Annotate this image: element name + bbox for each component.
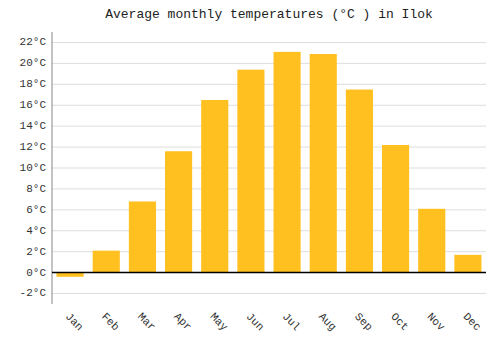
x-tick-label: Jun bbox=[244, 311, 266, 333]
y-tick-label: 18°C bbox=[20, 78, 47, 90]
y-tick-label: 10°C bbox=[20, 162, 47, 174]
title: Average monthly temperatures (°C ) in Il… bbox=[105, 7, 433, 22]
bar bbox=[165, 151, 192, 272]
grid-line bbox=[52, 168, 486, 169]
x-tick-label: Sep bbox=[352, 311, 374, 333]
bar bbox=[93, 251, 120, 273]
x-tick-label: Nov bbox=[425, 311, 448, 334]
bar bbox=[418, 209, 445, 273]
y-tick-label: 0°C bbox=[26, 267, 46, 279]
y-axis: -2°C 0°C 2°C 4°C 6°C 8°C 10°C 12°C 14°C 16°C 18°C 2… bbox=[20, 32, 52, 304]
chart: -2°C 0°C 2°C 4°C 6°C 8°C 10°C 12°C 14°C 16°C 18°C 2… bbox=[0, 0, 500, 350]
y-tick-label: 14°C bbox=[20, 120, 47, 132]
bar bbox=[346, 90, 373, 273]
bar bbox=[274, 52, 301, 273]
grid-line bbox=[52, 126, 486, 127]
y-tick-label: 20°C bbox=[20, 57, 47, 69]
grid-line bbox=[52, 188, 486, 189]
bar bbox=[382, 145, 409, 273]
baseline bbox=[52, 272, 486, 274]
y-tick-label: 2°C bbox=[26, 246, 46, 258]
y-tick-label: 6°C bbox=[26, 204, 46, 216]
x-tick-label: Dec bbox=[461, 311, 483, 333]
y-tick-label: 16°C bbox=[20, 99, 47, 111]
grid-line bbox=[52, 84, 486, 85]
bars bbox=[57, 52, 482, 277]
y-tick-label: -2°C bbox=[20, 287, 47, 299]
grid-line bbox=[52, 272, 486, 273]
x-tick-label: Jul bbox=[280, 311, 302, 333]
x-tick-label: May bbox=[208, 311, 231, 334]
x-tick-label: Apr bbox=[171, 311, 193, 333]
grid-line bbox=[52, 63, 486, 64]
chart-container: -2°C 0°C 2°C 4°C 6°C 8°C 10°C 12°C 14°C 16°C 18°C 2… bbox=[0, 0, 500, 350]
grid-line bbox=[52, 293, 486, 294]
y-tick-label: 12°C bbox=[20, 141, 47, 153]
grid-line bbox=[52, 42, 486, 43]
grid bbox=[52, 42, 486, 293]
bar bbox=[310, 54, 337, 273]
x-tick-label: Feb bbox=[99, 311, 121, 333]
y-tick-label: 4°C bbox=[26, 225, 46, 237]
x-tick-label: Aug bbox=[316, 311, 338, 333]
x-tick-label: Oct bbox=[388, 311, 410, 333]
bar bbox=[201, 100, 228, 273]
bar bbox=[454, 255, 481, 273]
grid-line bbox=[52, 105, 486, 106]
y-axis-line bbox=[52, 32, 53, 304]
y-tick-label: 22°C bbox=[20, 36, 47, 48]
x-tick-label: Mar bbox=[135, 311, 157, 333]
x-tick-label: Jan bbox=[63, 311, 85, 333]
bar bbox=[129, 201, 156, 272]
y-tick-label: 8°C bbox=[26, 183, 46, 195]
grid-line bbox=[52, 147, 486, 148]
x-axis: Jan Feb Mar Apr May Jun Jul Aug Sep Oct Nov Dec bbox=[63, 311, 483, 334]
bar bbox=[237, 70, 264, 273]
